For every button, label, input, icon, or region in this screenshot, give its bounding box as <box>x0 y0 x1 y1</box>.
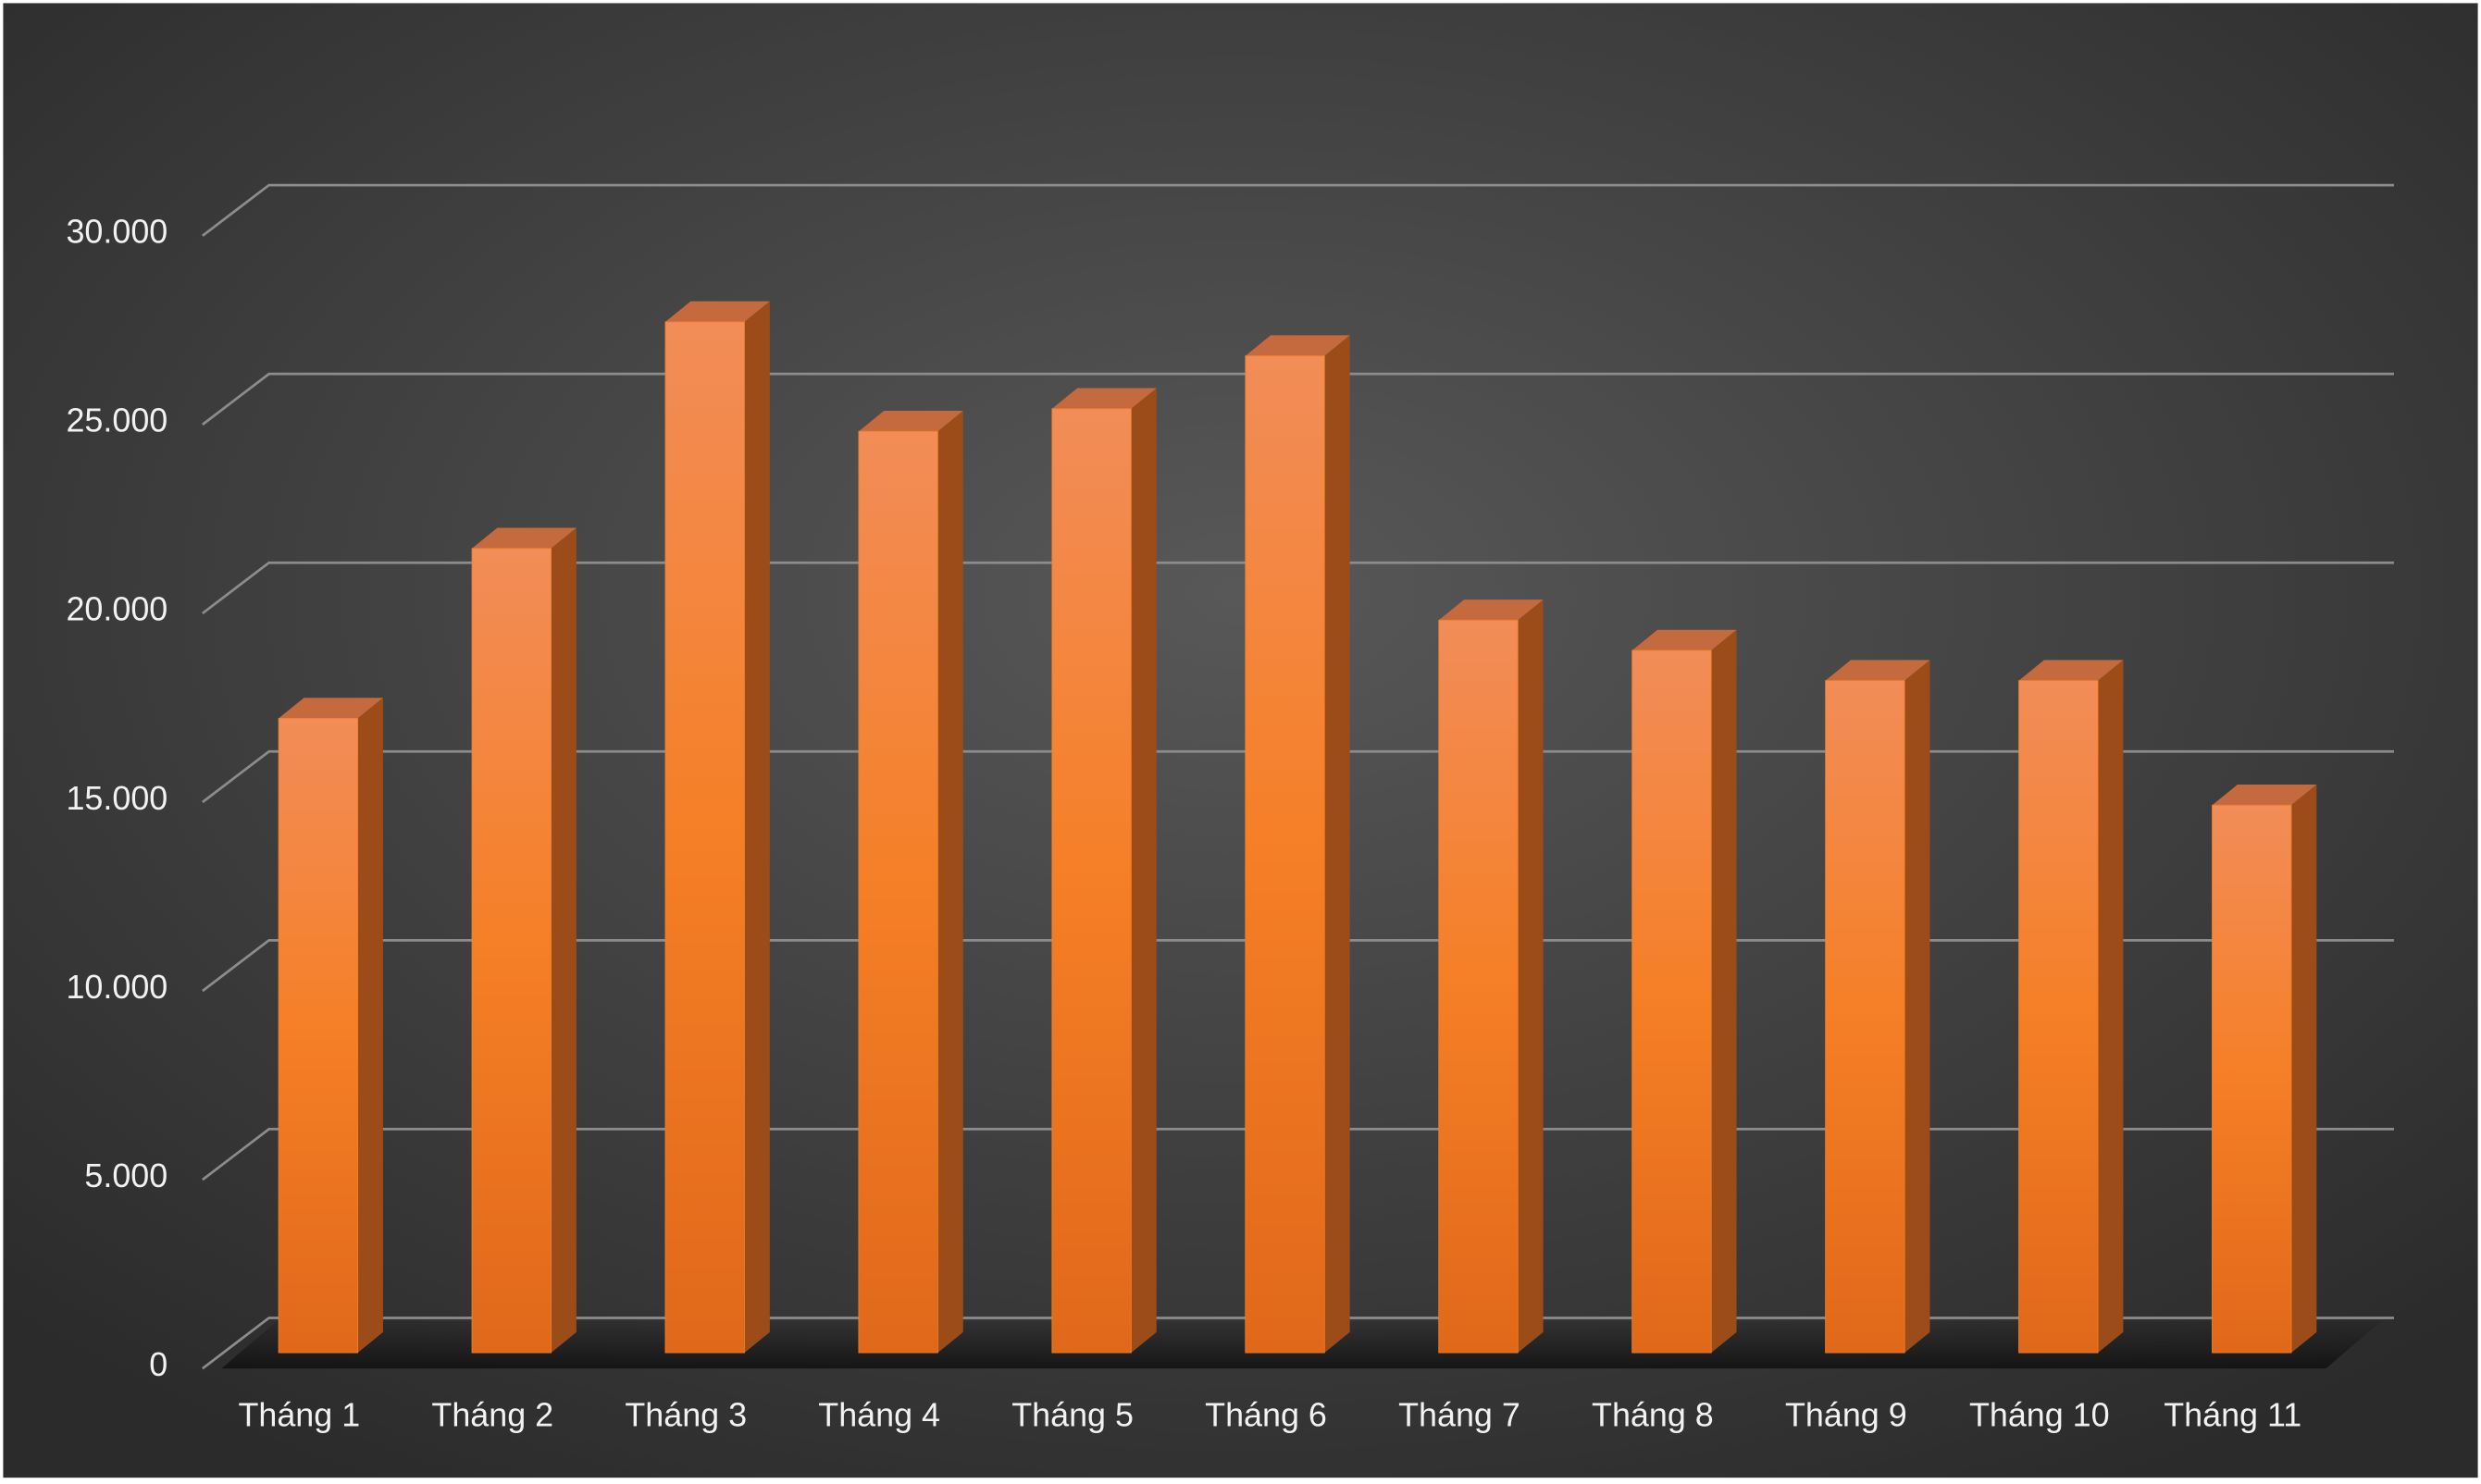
y-tick-label: 25.000 <box>66 402 167 439</box>
bar-top <box>1051 388 1157 409</box>
grid-line <box>202 372 2394 426</box>
bar-side <box>937 411 963 1354</box>
bar-side <box>551 527 577 1354</box>
bar <box>1245 355 1325 1354</box>
x-tick-label: Tháng 11 <box>2164 1397 2301 1434</box>
bar-side <box>744 301 770 1354</box>
x-tick-label: Tháng 1 <box>238 1397 360 1434</box>
bar <box>664 321 745 1354</box>
bar-side <box>1324 335 1350 1354</box>
x-tick-label: Tháng 6 <box>1205 1397 1327 1434</box>
bar <box>2018 680 2099 1354</box>
bar-top <box>1438 600 1544 621</box>
bar-top <box>1245 335 1350 356</box>
bar-side <box>357 698 383 1354</box>
bar-side <box>2290 785 2317 1354</box>
bar-side <box>2098 660 2124 1354</box>
bar <box>1825 680 1905 1354</box>
bar-top <box>858 411 963 432</box>
x-tick-label: Tháng 7 <box>1398 1397 1520 1434</box>
x-tick-label: Tháng 9 <box>1785 1397 1907 1434</box>
bar-top <box>1825 660 1930 681</box>
x-tick-label: Tháng 10 <box>1969 1397 2110 1434</box>
bar-top <box>2018 660 2124 681</box>
bar-side <box>1518 600 1544 1354</box>
bar-top <box>472 527 577 549</box>
y-tick-label: 10.000 <box>66 969 167 1006</box>
y-tick-label: 20.000 <box>66 591 167 628</box>
grid-line <box>202 561 2394 615</box>
bar-top <box>1631 629 1737 650</box>
x-tick-label: Tháng 2 <box>431 1397 553 1434</box>
grid-line <box>202 183 2394 237</box>
y-tick-label: 0 <box>149 1346 167 1383</box>
y-tick-label: 5.000 <box>84 1157 167 1194</box>
x-tick-label: Tháng 8 <box>1592 1397 1714 1434</box>
x-tick-label: Tháng 5 <box>1011 1397 1134 1434</box>
bar <box>471 548 552 1354</box>
bar <box>1051 408 1132 1354</box>
x-tick-label: Tháng 3 <box>625 1397 747 1434</box>
y-tick-label: 15.000 <box>66 780 167 817</box>
bar-top <box>664 301 770 322</box>
bar <box>2212 804 2292 1354</box>
bar-top <box>2212 785 2317 806</box>
bar <box>1438 619 1519 1354</box>
bar-side <box>1131 388 1157 1354</box>
bar <box>278 717 359 1354</box>
bar-top <box>279 698 383 719</box>
bar <box>1631 649 1712 1354</box>
y-tick-label: 30.000 <box>66 214 167 251</box>
x-tick-label: Tháng 4 <box>818 1397 940 1434</box>
bar <box>858 430 938 1354</box>
bar-side <box>1711 629 1737 1354</box>
bar-side <box>1904 660 1930 1354</box>
